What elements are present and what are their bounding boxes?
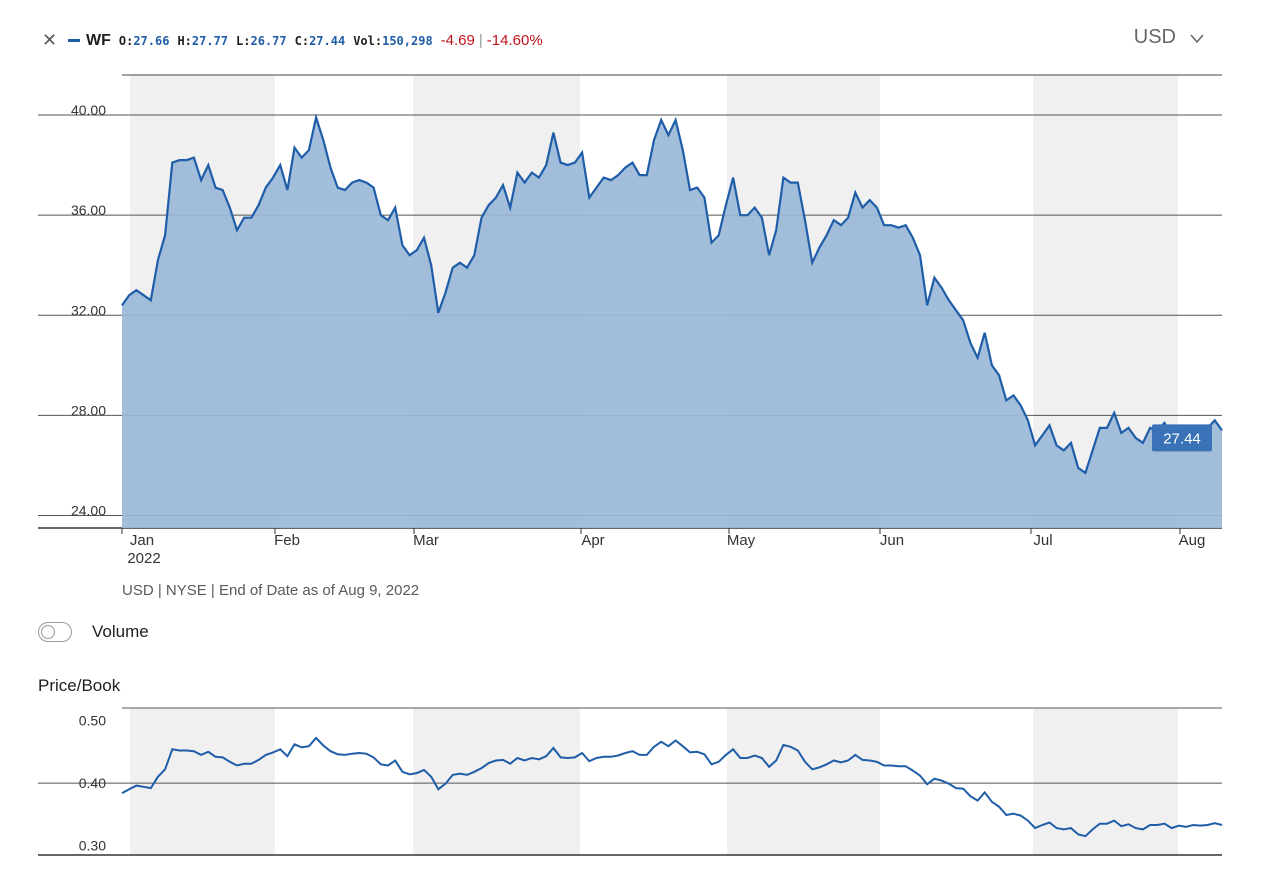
- x-tick-label: Jul: [1033, 532, 1052, 549]
- price-change-percent: -14.60%: [486, 32, 543, 49]
- ticker-symbol: WF: [86, 31, 111, 49]
- y-tick-label: 36.00: [71, 202, 106, 218]
- pb-month-bands: [130, 708, 1178, 855]
- price-x-axis: Jan Feb Mar Apr May Jun Jul Aug 2022: [121, 528, 1206, 567]
- y-tick-label: 0.30: [79, 838, 106, 854]
- x-tick-label: Apr: [581, 532, 604, 549]
- year-label: 2022: [127, 550, 160, 567]
- close-icon[interactable]: ✕: [42, 30, 58, 50]
- volume-toggle[interactable]: Volume: [38, 622, 149, 642]
- y-tick-label: 24.00: [71, 502, 106, 518]
- currency-label: USD: [1133, 26, 1176, 48]
- price-chart: 40.00 36.00 32.00 28.00 24.00 Jan Feb Mar Apr Ma…: [38, 74, 1223, 567]
- high-value: 27.77: [191, 33, 229, 48]
- price-book-title: Price/Book: [38, 676, 121, 695]
- last-value-label: 27.44: [1163, 430, 1201, 447]
- month-band: [130, 708, 275, 855]
- volume-label: Volume: [92, 622, 149, 641]
- source-note: USD | NYSE | End of Date as of Aug 9, 20…: [122, 582, 420, 599]
- price-y-axis: 40.00 36.00 32.00 28.00 24.00: [71, 102, 106, 518]
- chart-header: ✕ WF O: 27.66 H: 27.77 L: 26.77 C: 27.44 Vol…: [42, 26, 1222, 54]
- low-value: 26.77: [250, 33, 287, 48]
- y-tick-label: 0.50: [79, 713, 106, 729]
- y-tick-label: 40.00: [71, 102, 106, 118]
- open-value: 27.66: [133, 33, 170, 48]
- price-line: [121, 113, 1223, 475]
- currency-selector[interactable]: USD: [1134, 26, 1204, 49]
- month-band: [413, 708, 580, 855]
- y-tick-label: 0.40: [79, 775, 106, 791]
- x-tick-label: Mar: [413, 532, 439, 549]
- month-band: [727, 708, 880, 855]
- price-book-chart: 0.50 0.40 0.30: [38, 707, 1223, 856]
- last-value-box: [1152, 424, 1212, 452]
- change-separator: |: [478, 32, 483, 49]
- x-tick-label: Jun: [880, 532, 904, 549]
- open-key: O:: [118, 33, 134, 48]
- price-change: -4.69: [440, 32, 475, 49]
- y-tick-label: 32.00: [71, 302, 106, 318]
- switch-knob: [41, 625, 55, 639]
- low-key: L:: [236, 33, 251, 48]
- volume-value: 150,298: [382, 33, 433, 48]
- volume-switch[interactable]: [38, 622, 72, 642]
- y-tick-label: 28.00: [71, 402, 106, 418]
- pb-gridlines: [38, 707, 1222, 856]
- volume-key: Vol:: [353, 33, 383, 48]
- pb-y-axis: 0.50 0.40 0.30: [79, 713, 106, 854]
- x-tick-label: Jan: [130, 532, 154, 549]
- x-tick-label: Feb: [274, 532, 300, 549]
- close-key: C:: [294, 33, 310, 48]
- chevron-down-icon: [1190, 34, 1204, 43]
- high-key: H:: [177, 33, 192, 48]
- last-value-marker: 27.44: [1152, 424, 1212, 452]
- series-swatch: [68, 39, 80, 42]
- x-tick-label: Aug: [1179, 532, 1206, 549]
- x-tick-label: May: [727, 532, 756, 549]
- close-value: 27.44: [309, 33, 346, 48]
- month-band: [1033, 708, 1178, 855]
- price-book-line: [121, 736, 1223, 838]
- series-legend: ✕ WF O: 27.66 H: 27.77 L: 26.77 C: 27.44 Vol…: [42, 30, 543, 51]
